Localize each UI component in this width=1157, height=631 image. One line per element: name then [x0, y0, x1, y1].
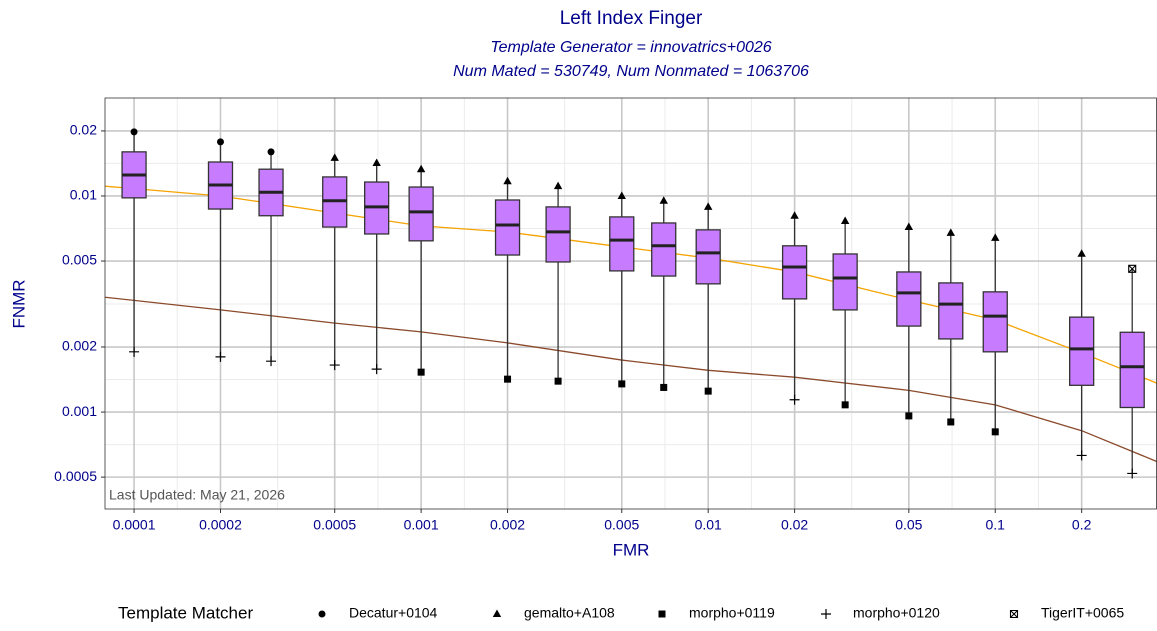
trend-line: [105, 296, 1157, 463]
point: [1127, 468, 1138, 479]
point: [417, 368, 425, 376]
x-tick-label: 0.0002: [199, 517, 242, 533]
x-tick-label: 0.0001: [113, 517, 156, 533]
y-tick-label: 0.0005: [54, 468, 97, 484]
box: [609, 216, 635, 272]
box: [982, 291, 1008, 353]
legend-item: TigerIT+0065: [1009, 605, 1124, 621]
point: [1128, 264, 1137, 273]
box: [781, 245, 808, 300]
point: [789, 394, 800, 405]
point: [947, 418, 955, 426]
legend-label: morpho+0120: [853, 605, 940, 621]
point: [904, 222, 914, 231]
chart-subtitle: Num Mated = 530749, Num Nonmated = 10637…: [453, 63, 809, 80]
point: [215, 351, 226, 362]
legend: Template Matcher Decatur+0104 gemalto+A108…: [118, 603, 1124, 622]
legend-symbol: [318, 610, 326, 618]
legend-symbol: [492, 609, 502, 617]
point: [216, 138, 224, 146]
legend-symbol: [821, 609, 831, 619]
x-tick-label: 0.005: [604, 517, 639, 533]
legend-item: morpho+0120: [821, 605, 940, 621]
box: [938, 282, 964, 340]
annotation: Last Updated: May 21, 2026: [109, 487, 285, 503]
box: [832, 253, 858, 311]
point: [991, 233, 1000, 241]
y-axis-title: FNMR: [9, 279, 28, 328]
point: [267, 148, 275, 156]
x-axis-title: FMR: [613, 540, 650, 559]
box: [1069, 316, 1095, 386]
point: [130, 128, 138, 136]
box: [651, 222, 677, 277]
x-tick-label: 0.05: [895, 517, 922, 533]
legend-item: gemalto+A108: [492, 605, 615, 621]
point: [841, 401, 849, 409]
x-tick-label: 0.2: [1072, 517, 1092, 533]
y-tick-label: 0.01: [70, 187, 97, 203]
legend-label: TigerIT+0065: [1041, 605, 1124, 621]
point: [266, 356, 277, 367]
point: [790, 211, 799, 219]
box: [896, 271, 922, 327]
point: [840, 216, 850, 224]
x-tick-label: 0.01: [695, 517, 722, 533]
chart-subtitle: Template Generator = innovatrics+0026: [490, 39, 771, 56]
point: [504, 375, 512, 383]
x-tick-label: 0.1: [986, 517, 1006, 533]
point: [129, 346, 140, 357]
legend-symbol: [658, 610, 666, 618]
point: [991, 428, 999, 436]
point: [618, 380, 626, 388]
point: [704, 387, 712, 395]
y-tick-label: 0.02: [70, 122, 97, 138]
point: [554, 377, 562, 385]
legend-title: Template Matcher: [118, 603, 253, 622]
x-tick-label: 0.02: [781, 517, 808, 533]
point: [946, 228, 955, 236]
plot-area: [105, 128, 1157, 479]
legend-label: gemalto+A108: [524, 605, 615, 621]
point: [703, 202, 713, 210]
legend-item: morpho+0119: [658, 605, 775, 621]
point: [1077, 249, 1086, 257]
box: [408, 186, 434, 242]
x-tick-label: 0.001: [404, 517, 439, 533]
box: [1119, 331, 1145, 409]
point: [372, 158, 381, 167]
point: [416, 164, 426, 173]
point: [905, 412, 913, 420]
point: [1076, 450, 1087, 461]
y-tick-label: 0.002: [62, 338, 97, 354]
point: [330, 153, 339, 161]
legend-symbol: [1009, 609, 1019, 619]
point: [329, 360, 340, 371]
point: [617, 191, 626, 199]
legend-label: morpho+0119: [689, 605, 775, 621]
box: [545, 206, 571, 263]
y-tick-label: 0.005: [62, 252, 97, 268]
point: [503, 176, 512, 185]
box: [494, 199, 521, 256]
chart-title: Left Index Finger: [560, 8, 703, 29]
point: [371, 364, 382, 375]
legend-item: Decatur+0104: [318, 605, 438, 621]
y-tick-label: 0.001: [62, 403, 97, 419]
point: [660, 383, 668, 391]
legend-label: Decatur+0104: [349, 605, 438, 621]
point: [553, 181, 563, 190]
axes: 0.0001 0.0002 0.0005 0.001 0.002 0.005 0.01 0.0…: [54, 122, 1091, 533]
point: [659, 196, 668, 204]
box: [695, 229, 721, 285]
x-tick-label: 0.002: [490, 517, 525, 533]
x-tick-label: 0.0005: [313, 517, 356, 533]
